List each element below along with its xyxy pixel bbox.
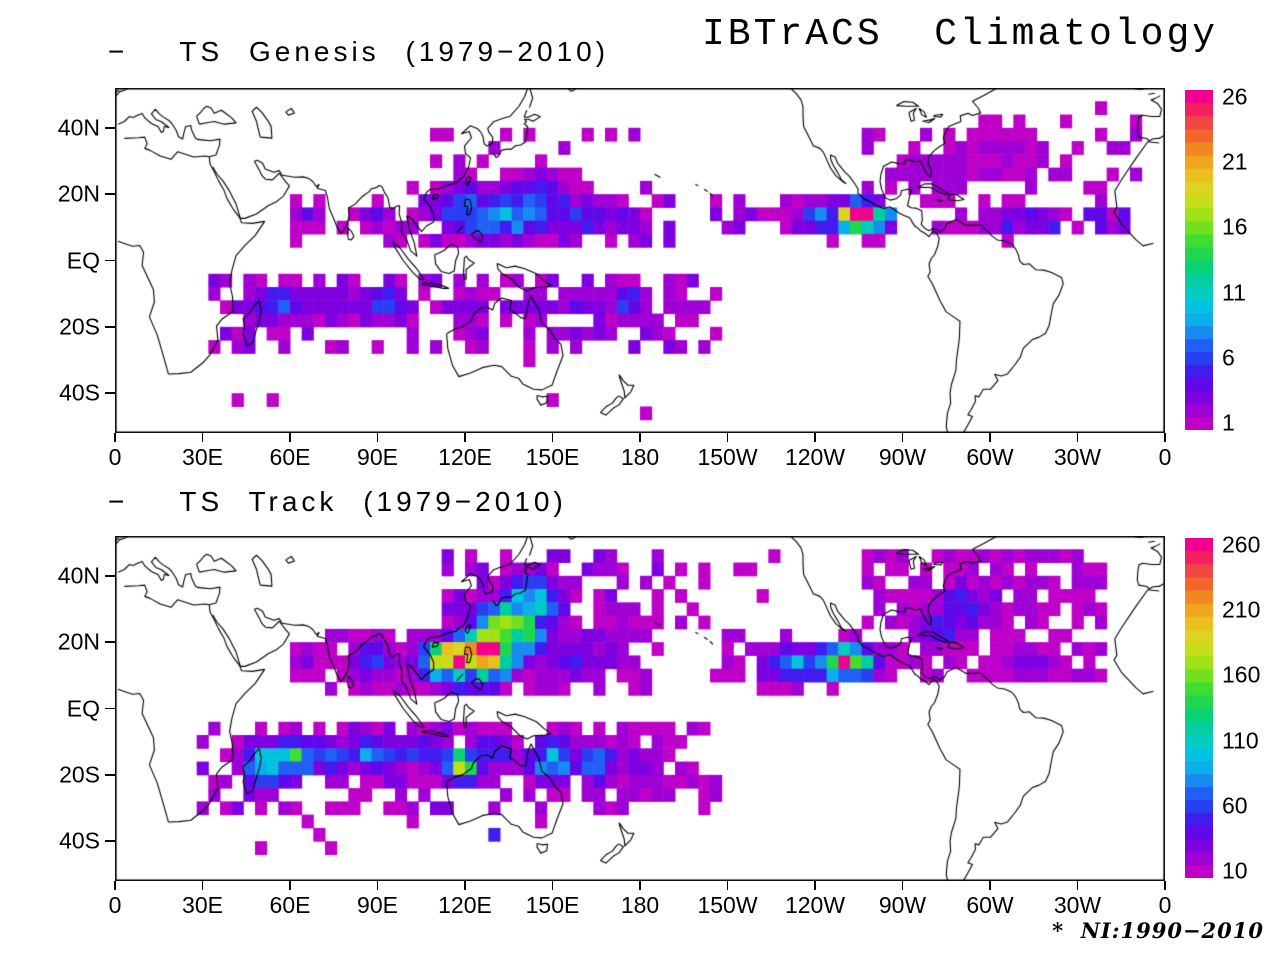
figure-title: IBTrACS Climatology: [702, 13, 1219, 56]
x-axis-tick: [114, 881, 116, 890]
y-axis-tick: [105, 193, 115, 195]
y-tick-label: 20N: [57, 180, 100, 207]
x-tick-label: 90E: [357, 892, 398, 918]
x-tick-label: 120E: [438, 444, 492, 470]
y-axis-tick: [105, 840, 115, 842]
y-tick-label: 20S: [59, 761, 100, 788]
colorbar-tick-label: 10: [1222, 857, 1248, 884]
x-tick-label: 60W: [966, 892, 1014, 918]
x-tick-label: 90W: [878, 444, 927, 470]
x-tick-label: 150W: [697, 444, 758, 470]
x-axis-tick: [814, 881, 816, 890]
track-panel-title: − TS Track (1979−2010): [108, 486, 567, 517]
y-tick-label: 20S: [59, 313, 100, 340]
genesis-colorbar: [1185, 90, 1213, 430]
y-axis-tick: [105, 259, 115, 262]
x-axis-tick: [814, 433, 816, 442]
x-tick-label: 180: [620, 892, 660, 918]
x-axis-tick: [1164, 433, 1166, 442]
y-axis-tick: [105, 392, 115, 394]
x-axis-tick: [376, 433, 379, 442]
x-tick-label: 150E: [525, 444, 580, 470]
x-axis-tick: [201, 881, 204, 890]
x-axis-tick: [1164, 881, 1166, 890]
y-axis-tick: [105, 641, 115, 643]
colorbar-tick-label: 160: [1222, 661, 1261, 688]
y-tick-label: 40S: [59, 379, 100, 406]
x-axis-tick: [464, 433, 466, 442]
x-tick-label: 120W: [784, 444, 846, 470]
y-axis-tick: [105, 127, 115, 129]
x-tick-label: 60W: [966, 444, 1014, 470]
genesis-map: [115, 88, 1165, 433]
colorbar-tick-label: 60: [1222, 792, 1248, 819]
colorbar-tick-label: 110: [1222, 727, 1259, 754]
x-axis-tick: [551, 881, 554, 890]
x-axis-tick: [989, 433, 991, 442]
genesis-panel-title: − TS Genesis (1979−2010): [108, 36, 610, 67]
x-tick-label: 60E: [269, 892, 311, 918]
x-axis-tick: [639, 881, 641, 890]
x-axis-tick: [901, 433, 904, 442]
x-axis-tick: [1076, 881, 1079, 890]
x-tick-label: 120W: [784, 892, 846, 918]
x-axis-tick: [639, 433, 641, 442]
colorbar-tick-label: 210: [1222, 596, 1261, 623]
x-axis-tick: [289, 433, 291, 442]
y-axis-tick: [105, 774, 115, 776]
x-tick-label: 0: [1158, 892, 1172, 918]
y-axis-tick: [105, 575, 115, 577]
x-tick-label: 60E: [269, 444, 311, 470]
y-tick-label: 40N: [57, 562, 100, 589]
colorbar-tick-label: 26: [1222, 83, 1248, 110]
track-map: [115, 536, 1165, 881]
x-tick-label: 90E: [357, 444, 398, 470]
x-tick-label: 180: [620, 444, 660, 470]
colorbar-tick-label: 21: [1222, 148, 1248, 175]
x-axis-tick: [551, 433, 554, 442]
x-axis-tick: [376, 881, 379, 890]
x-tick-label: 120E: [438, 892, 492, 918]
x-tick-label: 30W: [1053, 444, 1102, 470]
x-tick-label: 30E: [182, 444, 223, 470]
colorbar-tick-label: 1: [1222, 409, 1235, 436]
x-tick-label: 0: [108, 444, 122, 470]
colorbar-tick-label: 6: [1222, 344, 1235, 371]
y-tick-label: 40S: [59, 827, 100, 854]
x-tick-label: 0: [108, 892, 122, 918]
x-tick-label: 150E: [525, 892, 580, 918]
y-tick-label: EQ: [66, 247, 100, 273]
x-axis-tick: [201, 433, 204, 442]
x-axis-tick: [1076, 433, 1079, 442]
colorbar-tick-label: 16: [1222, 213, 1248, 240]
x-axis-tick: [289, 881, 291, 890]
x-axis-tick: [464, 881, 466, 890]
x-tick-label: 90W: [878, 892, 927, 918]
y-tick-label: EQ: [66, 695, 100, 721]
x-axis-tick: [114, 433, 116, 442]
x-axis-tick: [726, 881, 729, 890]
y-tick-label: 20N: [57, 628, 100, 655]
x-tick-label: 30E: [182, 892, 223, 918]
x-tick-label: 0: [1158, 444, 1172, 470]
north-indian-period-footnote: * NI:1990−2010: [1052, 918, 1264, 943]
x-tick-label: 30W: [1053, 892, 1102, 918]
colorbar-tick-label: 260: [1222, 531, 1261, 558]
y-tick-label: 40N: [57, 114, 100, 141]
y-axis-tick: [105, 326, 115, 328]
x-axis-tick: [989, 881, 991, 890]
x-tick-label: 150W: [697, 892, 758, 918]
track-colorbar: [1185, 538, 1213, 878]
colorbar-tick-label: 11: [1222, 279, 1246, 306]
x-axis-tick: [901, 881, 904, 890]
y-axis-tick: [105, 707, 115, 710]
x-axis-tick: [726, 433, 729, 442]
